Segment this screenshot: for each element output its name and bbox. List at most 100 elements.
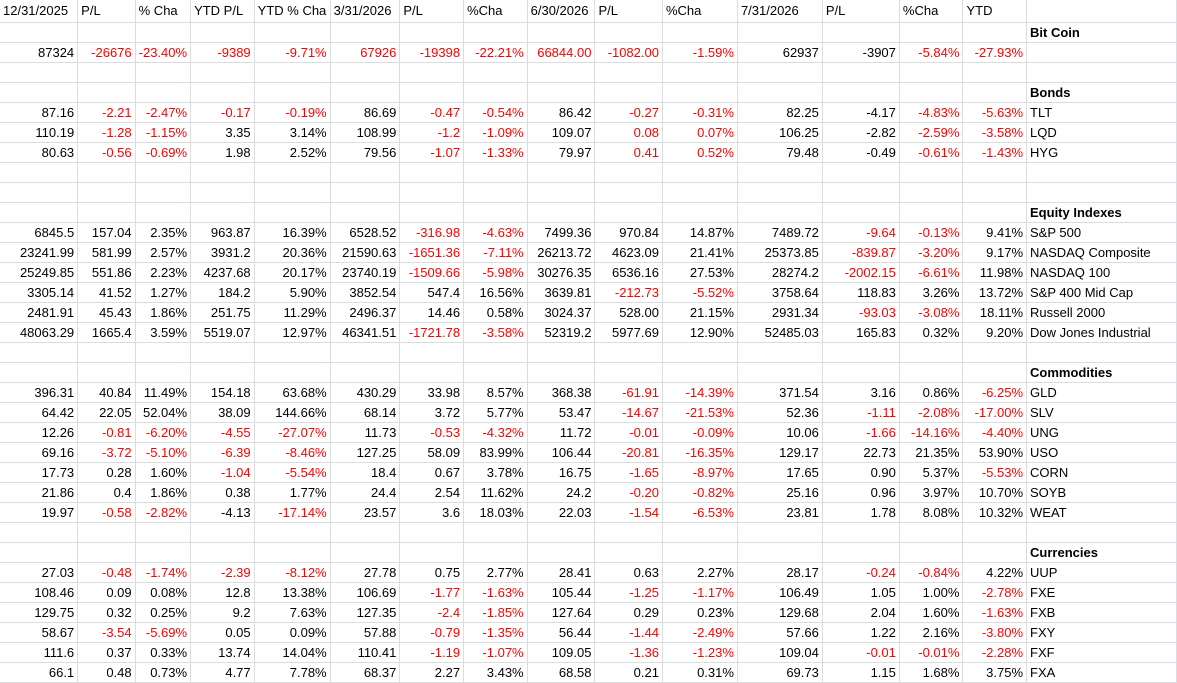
value-cell[interactable]: 14.87% (662, 222, 738, 243)
value-cell[interactable]: 144.66% (254, 402, 331, 423)
value-cell[interactable]: 21.86 (0, 482, 79, 503)
value-cell[interactable]: 58.67 (0, 622, 79, 643)
empty-cell[interactable] (330, 362, 401, 383)
ticker-label[interactable]: TLT (1026, 102, 1177, 123)
empty-cell[interactable] (737, 22, 823, 43)
ticker-label[interactable]: GLD (1026, 382, 1177, 403)
value-cell[interactable]: -1.36 (594, 642, 663, 663)
value-cell[interactable]: 10.70% (962, 482, 1028, 503)
value-cell[interactable]: 0.08 (594, 122, 663, 143)
empty-cell[interactable] (899, 342, 964, 363)
value-cell[interactable]: 551.86 (77, 262, 136, 283)
empty-cell[interactable] (594, 202, 663, 223)
empty-cell[interactable] (399, 522, 465, 543)
empty-cell[interactable] (254, 202, 331, 223)
value-cell[interactable]: 129.17 (737, 442, 823, 463)
empty-cell[interactable] (330, 182, 401, 203)
empty-cell[interactable] (822, 62, 900, 83)
empty-cell[interactable] (190, 182, 255, 203)
value-cell[interactable]: 69.16 (0, 442, 79, 463)
empty-cell[interactable] (962, 62, 1028, 83)
value-cell[interactable]: -0.48 (77, 562, 136, 583)
empty-cell[interactable] (662, 342, 738, 363)
value-cell[interactable]: -1.65 (594, 462, 663, 483)
value-cell[interactable]: -20.81 (594, 442, 663, 463)
value-cell[interactable]: 2.35% (135, 222, 192, 243)
value-cell[interactable]: 12.97% (254, 322, 331, 343)
value-cell[interactable]: 3.6 (399, 502, 465, 523)
value-cell[interactable]: 0.09% (254, 622, 331, 643)
empty-cell[interactable] (1026, 162, 1177, 183)
empty-cell[interactable] (662, 362, 738, 383)
value-cell[interactable]: -4.63% (463, 222, 528, 243)
value-cell[interactable]: 7499.36 (527, 222, 596, 243)
value-cell[interactable]: -5.52% (662, 282, 738, 303)
value-cell[interactable]: -1.07 (399, 142, 465, 163)
value-cell[interactable]: 9.2 (190, 602, 255, 623)
value-cell[interactable]: 0.07% (662, 122, 738, 143)
value-cell[interactable]: 1.86% (135, 482, 192, 503)
value-cell[interactable]: -4.32% (463, 422, 528, 443)
value-cell[interactable]: 4237.68 (190, 262, 255, 283)
empty-cell[interactable] (962, 342, 1028, 363)
value-cell[interactable]: 48063.29 (0, 322, 79, 343)
header-cell[interactable]: %Cha (662, 0, 738, 23)
empty-cell[interactable] (135, 542, 192, 563)
empty-cell[interactable] (737, 362, 823, 383)
value-cell[interactable]: -4.40% (962, 422, 1028, 443)
empty-cell[interactable] (77, 182, 136, 203)
value-cell[interactable]: 3852.54 (330, 282, 401, 303)
empty-cell[interactable] (330, 342, 401, 363)
value-cell[interactable]: -1721.78 (399, 322, 465, 343)
empty-cell[interactable] (330, 62, 401, 83)
value-cell[interactable]: 0.75 (399, 562, 465, 583)
ticker-label[interactable] (1026, 42, 1177, 63)
empty-cell[interactable] (399, 362, 465, 383)
value-cell[interactable]: 62937 (737, 42, 823, 63)
value-cell[interactable]: -0.79 (399, 622, 465, 643)
value-cell[interactable]: -1.35% (463, 622, 528, 643)
value-cell[interactable]: 3.35 (190, 122, 255, 143)
value-cell[interactable]: 25.16 (737, 482, 823, 503)
value-cell[interactable]: -3.80% (962, 622, 1028, 643)
ticker-label[interactable]: FXY (1026, 622, 1177, 643)
value-cell[interactable]: 11.29% (254, 302, 331, 323)
ticker-label[interactable]: FXF (1026, 642, 1177, 663)
header-cell[interactable]: P/L (594, 0, 663, 23)
empty-cell[interactable] (399, 82, 465, 103)
empty-cell[interactable] (899, 542, 964, 563)
value-cell[interactable]: 58.09 (399, 442, 465, 463)
value-cell[interactable]: -2.82 (822, 122, 900, 143)
empty-cell[interactable] (1026, 522, 1177, 543)
empty-cell[interactable] (737, 342, 823, 363)
value-cell[interactable]: 3.26% (899, 282, 964, 303)
value-cell[interactable]: 1.15 (822, 662, 900, 683)
value-cell[interactable]: -839.87 (822, 242, 900, 263)
value-cell[interactable]: 0.09 (77, 582, 136, 603)
value-cell[interactable]: -0.82% (662, 482, 738, 503)
value-cell[interactable]: 9.17% (962, 242, 1028, 263)
empty-cell[interactable] (737, 202, 823, 223)
value-cell[interactable]: -17.00% (962, 402, 1028, 423)
value-cell[interactable]: -4.13 (190, 502, 255, 523)
value-cell[interactable]: 106.44 (527, 442, 596, 463)
value-cell[interactable]: -1.2 (399, 122, 465, 143)
empty-cell[interactable] (254, 162, 331, 183)
value-cell[interactable]: 106.25 (737, 122, 823, 143)
empty-cell[interactable] (463, 22, 528, 43)
empty-cell[interactable] (135, 22, 192, 43)
value-cell[interactable]: 25373.85 (737, 242, 823, 263)
empty-cell[interactable] (822, 542, 900, 563)
empty-cell[interactable] (737, 82, 823, 103)
empty-cell[interactable] (135, 522, 192, 543)
value-cell[interactable]: 2.27 (399, 662, 465, 683)
value-cell[interactable]: 4623.09 (594, 242, 663, 263)
value-cell[interactable]: -1.63% (463, 582, 528, 603)
empty-cell[interactable] (899, 182, 964, 203)
value-cell[interactable]: -2.59% (899, 122, 964, 143)
value-cell[interactable]: 105.44 (527, 582, 596, 603)
empty-cell[interactable] (190, 62, 255, 83)
empty-cell[interactable] (135, 62, 192, 83)
empty-cell[interactable] (962, 522, 1028, 543)
value-cell[interactable]: -1.28 (77, 122, 136, 143)
